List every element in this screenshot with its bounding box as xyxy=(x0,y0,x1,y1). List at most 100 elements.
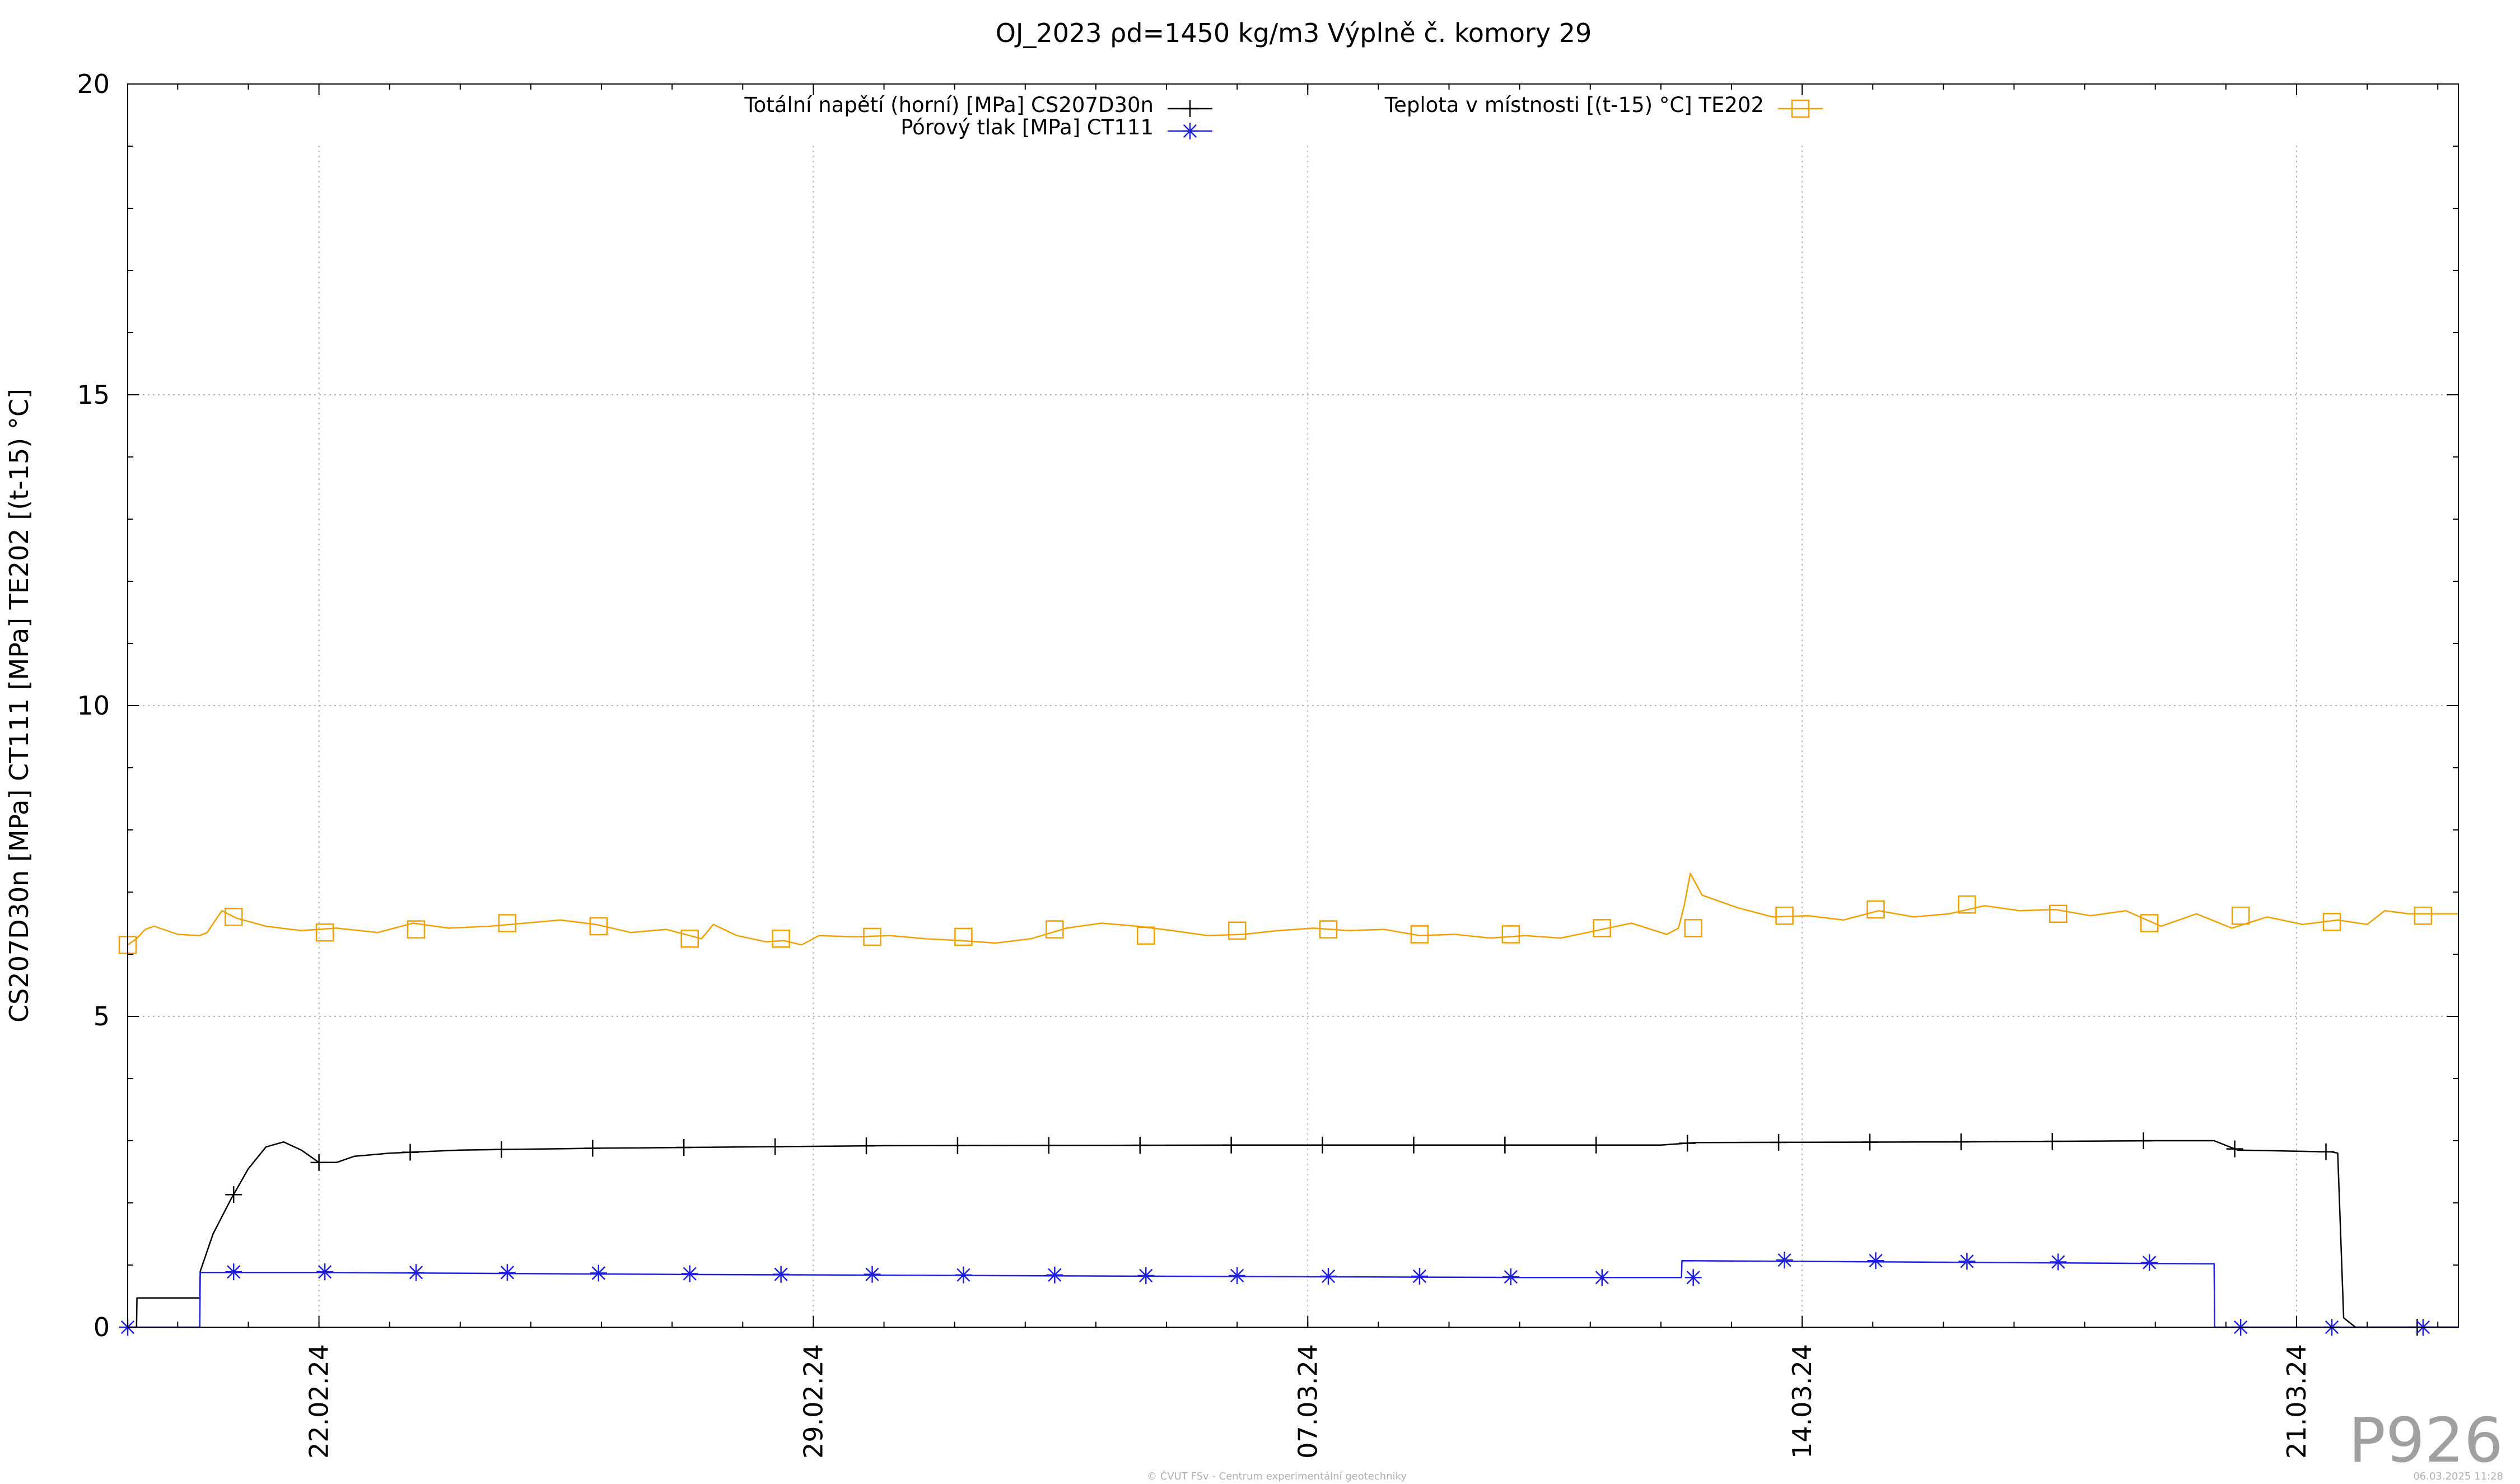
marker-stroke xyxy=(1321,1269,1336,1284)
marker-stroke xyxy=(407,920,426,939)
series-2-point xyxy=(681,1265,698,1282)
marker-stroke xyxy=(227,1265,241,1279)
marker-stroke xyxy=(315,923,334,942)
series-3-point xyxy=(1866,900,1885,919)
series-2-point xyxy=(1867,1252,1884,1270)
series-1-point xyxy=(1770,1133,1788,1151)
marker-stroke xyxy=(954,927,973,946)
series-1-point xyxy=(1861,1133,1878,1151)
series-1-point xyxy=(2043,1133,2061,1150)
marker-stroke xyxy=(2414,906,2433,925)
series-1-point xyxy=(1405,1136,1422,1154)
marker-stroke xyxy=(1136,926,1155,945)
marker-stroke xyxy=(591,1266,605,1280)
x-tick-label: 21.03.24 xyxy=(2281,1344,2312,1459)
chart-title: OJ_2023 ρd=1450 kg/m3 Výplně č. komory 2… xyxy=(996,18,1592,48)
marker-stroke xyxy=(1412,1269,1427,1284)
series-3-point xyxy=(407,920,426,939)
series-2-point xyxy=(1411,1267,1428,1285)
series-3-point xyxy=(1775,906,1794,925)
series-line-1 xyxy=(128,1140,2458,1328)
marker-stroke xyxy=(772,930,790,948)
series-3-point xyxy=(1684,919,1702,937)
marker-stroke xyxy=(683,1267,697,1281)
marker-stroke xyxy=(865,1267,879,1281)
legend-entry-2: Pórový tlak [MPa] CT111 xyxy=(900,115,1212,139)
axes: 0 5 10 15 20 22.02.24 29.02.24 07.03.24 14.03.24… xyxy=(77,69,2458,1459)
marker-stroke xyxy=(956,1268,970,1282)
series-1-point xyxy=(2135,1132,2152,1150)
series-3-point xyxy=(2414,906,2433,925)
series-2-point xyxy=(1776,1252,1793,1269)
series-3-point xyxy=(1410,925,1429,944)
series-2-point xyxy=(864,1266,881,1283)
series-2-point xyxy=(1320,1267,1337,1285)
series-3-point xyxy=(1319,920,1338,939)
series-3-point xyxy=(2049,904,2068,923)
legend-label: Totální napětí (horní) [MPa] CS207D30n xyxy=(744,93,1154,117)
marker-stroke xyxy=(500,1266,515,1280)
marker-stroke xyxy=(774,1267,788,1281)
legend-marker xyxy=(1791,99,1810,118)
y-tick-label: 15 xyxy=(77,380,110,410)
series-3-point xyxy=(1046,920,1064,939)
marker-stroke xyxy=(1775,906,1794,925)
marker-stroke xyxy=(1960,1254,1974,1268)
series-3-point xyxy=(680,930,699,948)
series-1-point xyxy=(402,1144,419,1161)
marker-stroke xyxy=(1139,1268,1153,1283)
marker-stroke xyxy=(1684,919,1702,937)
series-2-point xyxy=(498,1264,516,1281)
series-2-point xyxy=(2141,1254,2158,1271)
marker-stroke xyxy=(318,1265,332,1279)
series-3-point xyxy=(2140,914,2159,932)
marker-stroke xyxy=(1230,1268,1244,1283)
legend: Totální napětí (horní) [MPa] CS207D30nPó… xyxy=(744,93,1823,139)
legend-entry-3: Teplota v místnosti [(t-15) °C] TE202 xyxy=(1384,93,1823,118)
marker-stroke xyxy=(589,917,608,936)
legend-marker xyxy=(1182,123,1198,139)
marker-stroke xyxy=(680,930,699,948)
series-3-point xyxy=(1228,921,1247,940)
marker-stroke xyxy=(1777,1253,1791,1267)
series-3-point xyxy=(1136,926,1155,945)
marker-stroke xyxy=(1595,1271,1609,1285)
marker-stroke xyxy=(863,927,881,946)
marker-stroke xyxy=(1048,1268,1062,1282)
series-3-point xyxy=(1501,925,1520,944)
grid xyxy=(128,146,2458,1327)
series-2-point xyxy=(1684,1269,1702,1286)
series-3-point xyxy=(315,923,334,942)
marker-stroke xyxy=(2231,906,2250,925)
marker-stroke xyxy=(1593,919,1612,937)
legend-entry-1: Totální napětí (horní) [MPa] CS207D30n xyxy=(744,93,1212,117)
legend-marker xyxy=(1182,100,1198,117)
y-tick-label: 0 xyxy=(94,1312,110,1342)
marker-stroke xyxy=(1869,1254,1883,1268)
series-1-point xyxy=(675,1139,693,1156)
series-3-point xyxy=(1958,895,1976,914)
marker-stroke xyxy=(224,908,243,926)
marker-stroke xyxy=(1958,895,1976,914)
series-2-point xyxy=(1137,1267,1155,1284)
marker-stroke xyxy=(2322,913,2341,931)
series-layer xyxy=(118,872,2458,1336)
series-3-point xyxy=(1593,919,1612,937)
series-1-point xyxy=(1588,1136,1605,1154)
x-tick-label: 14.03.24 xyxy=(1787,1344,1817,1459)
marker-stroke xyxy=(1791,99,1810,118)
marker-stroke xyxy=(498,914,517,932)
y-tick-label: 5 xyxy=(94,1001,110,1032)
series-3-point xyxy=(772,930,790,948)
marker-stroke xyxy=(2051,1255,2065,1269)
series-1-point xyxy=(584,1140,601,1157)
series-1-point xyxy=(949,1137,966,1154)
footer-copyright: © ČVUT FSv - Centrum experimentální geot… xyxy=(1147,1470,1407,1482)
series-1-point xyxy=(1131,1137,1149,1154)
series-2-point xyxy=(2050,1253,2067,1271)
series-1-point xyxy=(1222,1136,1240,1154)
series-line-2 xyxy=(128,1259,2458,1328)
series-1-point xyxy=(2226,1140,2243,1158)
